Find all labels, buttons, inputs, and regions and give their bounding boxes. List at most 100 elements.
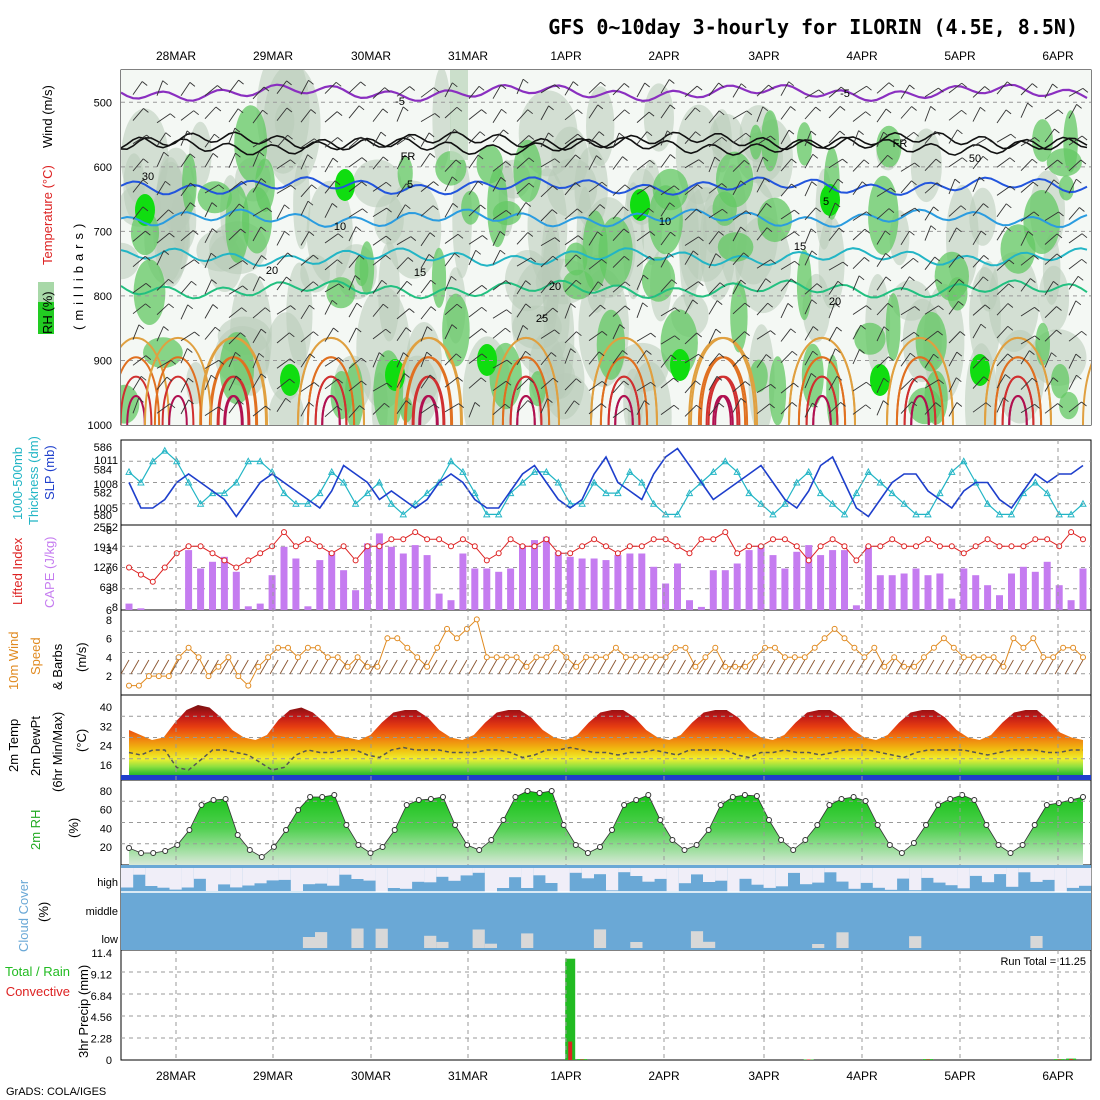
wind-barb [828, 178, 839, 193]
wind-barb-flag [695, 380, 701, 386]
wind-barb [900, 106, 912, 119]
wind-speed-point [762, 644, 768, 651]
wind-barb-flag [909, 230, 915, 236]
cape-bar [674, 563, 681, 610]
wind-barb-flag [837, 178, 844, 184]
wind10m-barb [697, 659, 706, 675]
lifted-index-point [257, 550, 264, 557]
wind-barb-flag [1029, 350, 1035, 355]
wind-barb [300, 281, 314, 293]
wind-barb-flag [163, 151, 169, 157]
lifted-index-point [1020, 543, 1027, 550]
thickness-point [411, 499, 419, 507]
wind-barb [732, 180, 741, 196]
wind-speed-point [652, 654, 659, 661]
wind-barb-flag [1081, 135, 1088, 141]
cape-bar [185, 550, 193, 610]
wind-barb-flag [790, 278, 797, 284]
cape-bar [888, 575, 896, 610]
thickness-point [757, 499, 765, 507]
wind-barb-flag [1058, 211, 1064, 217]
wind10m-barb [1044, 659, 1054, 675]
top-date-5APR: 5APR [944, 49, 976, 63]
wind-barb [948, 82, 962, 94]
wind-barb [1068, 401, 1082, 413]
top-date-6APR: 6APR [1042, 49, 1074, 63]
wind-barb [780, 231, 795, 241]
wind-barb-flag [644, 82, 650, 88]
wind-barb-flag [914, 207, 921, 213]
cape-bar [542, 536, 550, 610]
wind-barb [684, 404, 697, 417]
wind-barb-flag [623, 228, 630, 234]
wind-barb [612, 83, 625, 96]
rh-point [1080, 794, 1086, 800]
wind-barb [420, 205, 434, 217]
wind-barb-flag [648, 111, 655, 117]
cape-bar [387, 546, 395, 610]
wind10m-barb [299, 659, 309, 675]
thickness-point [149, 457, 157, 465]
wind-barb-flag [331, 203, 338, 208]
wind-barb-flag [768, 84, 774, 90]
wind-barb [444, 377, 458, 388]
cloud-high-gap [424, 868, 437, 883]
cloud-high-gap [933, 868, 946, 883]
wind-speed-point [593, 654, 600, 661]
wind-barb [252, 109, 263, 124]
wind-barb-flag [287, 252, 293, 258]
wind-barb [396, 183, 407, 197]
wind-barb [708, 208, 723, 219]
wind-barb-flag [259, 276, 265, 281]
wind-barb-flag [238, 79, 244, 85]
wind-barb-flag [525, 350, 531, 356]
lifted-index-point [674, 543, 681, 550]
wind-barb-flag [1005, 226, 1011, 232]
cape-bar [936, 573, 944, 610]
cape-bar [471, 568, 479, 610]
wind-barb-flag [935, 402, 941, 407]
rh-shade-mid [854, 322, 886, 355]
thickness-point [816, 489, 825, 497]
wind-barb-flag [333, 327, 339, 333]
wind-speed-point [1080, 654, 1086, 661]
wind-barb-flag [263, 86, 270, 92]
wind-barb-flag [770, 259, 776, 265]
wind-barb [516, 109, 529, 122]
wind-barb [636, 332, 651, 342]
wind-barb [420, 254, 430, 269]
rh-point [923, 822, 929, 828]
thickness-point [1067, 510, 1075, 518]
wind-barb-flag [384, 87, 390, 92]
wind-barb-flag [337, 137, 343, 142]
thickness-point [852, 489, 861, 497]
wind10m-barb [1015, 659, 1024, 675]
thickness-point [387, 499, 396, 507]
lifted-index-point [901, 543, 908, 550]
thickness-slp-panel [121, 446, 1091, 518]
wind-barb-flag [698, 236, 704, 242]
wind10m-barb [1034, 659, 1044, 675]
wind-barb-flag [794, 231, 800, 237]
cape-bar [1079, 568, 1087, 610]
rh2m-axis-units: (%) [66, 818, 81, 838]
wind-speed-point [394, 635, 401, 642]
wind-barb-flag [622, 350, 628, 355]
wind-barb-flag [1079, 207, 1085, 212]
wind-speed-point [1070, 644, 1077, 651]
warm-plume-contour [501, 356, 551, 425]
wind-barb [492, 109, 502, 124]
rh-point [995, 842, 1002, 848]
wind-barb [876, 82, 890, 94]
wind-barb [1044, 329, 1057, 342]
warm-plume-contour [812, 394, 832, 425]
wind-barb [348, 255, 360, 268]
temp2m-tick: 16 [100, 760, 112, 772]
wind-barb [1044, 281, 1054, 296]
lifted-index-point [388, 536, 395, 543]
wind-barb [516, 182, 530, 195]
wind10m-barb [538, 659, 547, 675]
cape-bar [352, 590, 360, 610]
wind-barb-flag [1081, 233, 1088, 239]
wind-barb [1068, 207, 1080, 220]
